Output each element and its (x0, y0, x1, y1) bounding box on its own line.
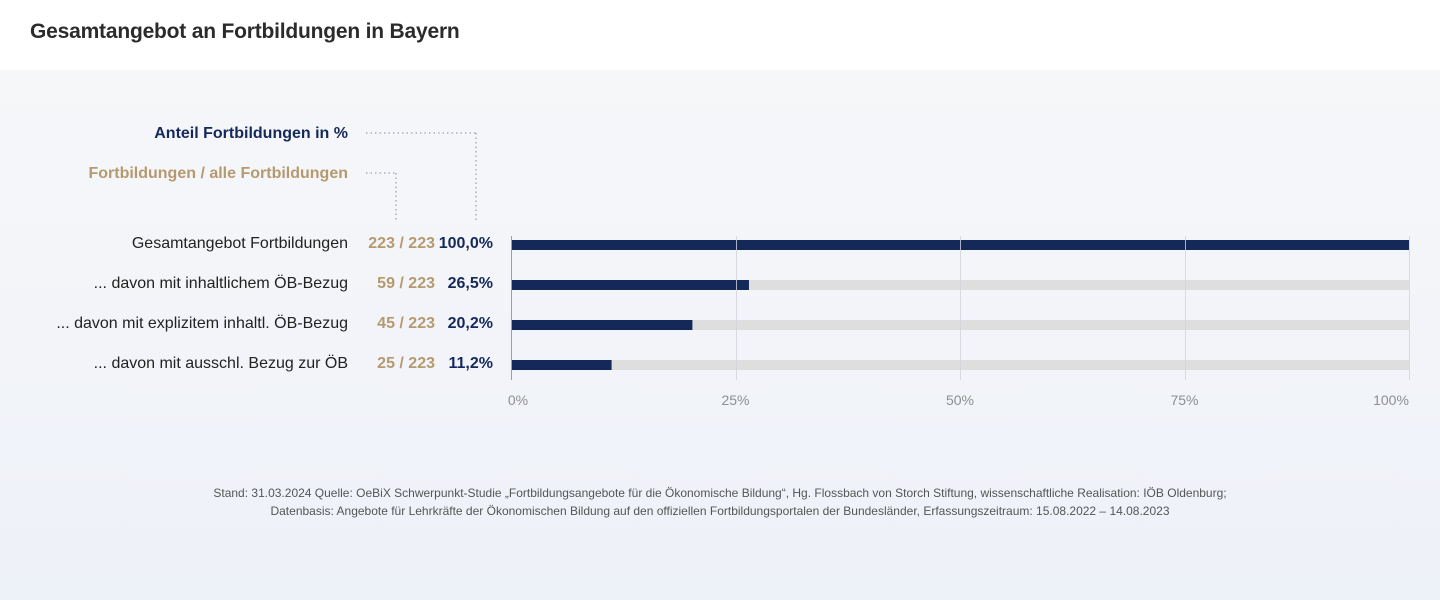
ratio-label: 25 / 223 (377, 355, 435, 372)
bar (511, 360, 612, 370)
header: Gesamtangebot an Fortbildungen in Bayern (0, 0, 1440, 70)
ratio-label: 45 / 223 (377, 315, 435, 332)
category-label: ... davon mit inhaltlichem ÖB-Bezug (93, 275, 348, 292)
bar (511, 280, 749, 290)
category-label: ... davon mit ausschl. Bezug zur ÖB (93, 355, 348, 372)
page-title: Gesamtangebot an Fortbildungen in Bayern (30, 20, 460, 43)
percent-label: 11,2% (448, 355, 493, 372)
x-tick-label: 100% (1373, 392, 1409, 408)
footnote-line-2: Datenbasis: Angebote für Lehrkräfte der … (270, 504, 1170, 518)
x-tick-label: 75% (1170, 392, 1199, 408)
ratio-label: 59 / 223 (377, 275, 435, 292)
category-label: ... davon mit explizitem inhaltl. ÖB-Bez… (56, 315, 348, 332)
legend-percent-label: Anteil Fortbildungen in % (154, 125, 348, 142)
percent-label: 26,5% (447, 275, 493, 292)
chart-panel (0, 70, 1440, 600)
x-tick-label: 50% (945, 392, 975, 408)
category-label: Gesamtangebot Fortbildungen (131, 235, 348, 252)
ratio-label: 223 / 223 (368, 235, 435, 252)
x-tick-label: 25% (721, 392, 750, 408)
percent-label: 100,0% (438, 235, 493, 252)
bar (511, 320, 693, 330)
footnote-line-1: Stand: 31.03.2024 Quelle: OeBiX Schwerpu… (213, 486, 1227, 500)
x-tick-label: 0% (507, 392, 529, 408)
percent-label: 20,2% (447, 315, 493, 332)
legend-ratio-label: Fortbildungen / alle Fortbildungen (88, 165, 348, 182)
